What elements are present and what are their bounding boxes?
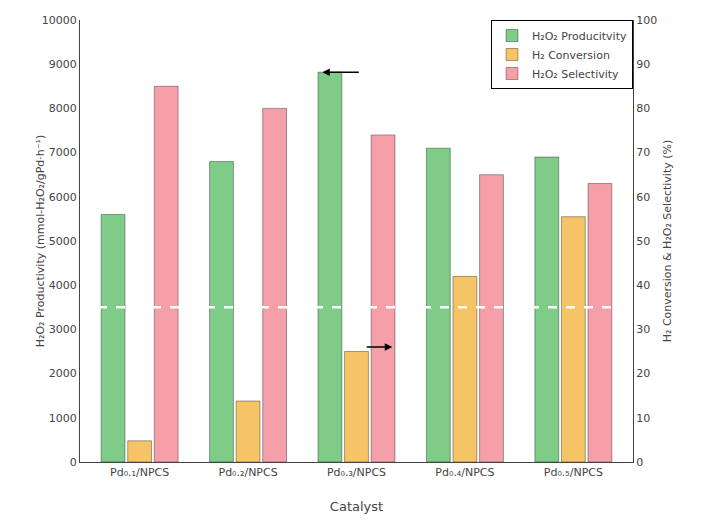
svg-text:H₂ Conversion: H₂ Conversion bbox=[532, 49, 610, 62]
svg-text:60: 60 bbox=[636, 191, 650, 204]
svg-text:H₂ Conversion & H₂O₂ Selectivi: H₂ Conversion & H₂O₂ Selectivity (%) bbox=[661, 140, 674, 343]
svg-text:7000: 7000 bbox=[49, 146, 77, 159]
svg-text:2000: 2000 bbox=[49, 367, 77, 380]
svg-text:4000: 4000 bbox=[49, 279, 77, 292]
svg-text:Pd₀.₅/NPCS: Pd₀.₅/NPCS bbox=[544, 466, 603, 479]
svg-text:H₂O₂ Producitvity: H₂O₂ Producitvity bbox=[532, 30, 627, 43]
svg-text:50: 50 bbox=[636, 235, 650, 248]
svg-text:40: 40 bbox=[636, 279, 650, 292]
svg-text:70: 70 bbox=[636, 146, 650, 159]
svg-text:3000: 3000 bbox=[49, 323, 77, 336]
svg-text:5000: 5000 bbox=[49, 235, 77, 248]
svg-text:Catalyst: Catalyst bbox=[330, 499, 383, 514]
svg-text:90: 90 bbox=[636, 58, 650, 71]
svg-text:80: 80 bbox=[636, 102, 650, 115]
svg-text:30: 30 bbox=[636, 323, 650, 336]
svg-text:Pd₀.₃/NPCS: Pd₀.₃/NPCS bbox=[327, 466, 386, 479]
svg-text:Pd₀.₂/NPCS: Pd₀.₂/NPCS bbox=[218, 466, 277, 479]
svg-text:H₂O₂ Productivity (mmol-H₂O₂/g: H₂O₂ Productivity (mmol-H₂O₂/gPd·h⁻¹) bbox=[34, 135, 47, 347]
svg-text:1000: 1000 bbox=[49, 412, 77, 425]
svg-text:20: 20 bbox=[636, 367, 650, 380]
svg-text:100: 100 bbox=[636, 14, 657, 27]
svg-text:9000: 9000 bbox=[49, 58, 77, 71]
svg-text:Pd₀.₁/NPCS: Pd₀.₁/NPCS bbox=[110, 466, 169, 479]
svg-text:10000: 10000 bbox=[42, 14, 77, 27]
svg-text:0: 0 bbox=[70, 456, 77, 469]
svg-text:10: 10 bbox=[636, 412, 650, 425]
svg-text:6000: 6000 bbox=[49, 191, 77, 204]
svg-text:H₂O₂ Selectivity: H₂O₂ Selectivity bbox=[532, 68, 619, 81]
svg-text:Pd₀.₄/NPCS: Pd₀.₄/NPCS bbox=[435, 466, 494, 479]
svg-text:0: 0 bbox=[636, 456, 643, 469]
svg-text:8000: 8000 bbox=[49, 102, 77, 115]
